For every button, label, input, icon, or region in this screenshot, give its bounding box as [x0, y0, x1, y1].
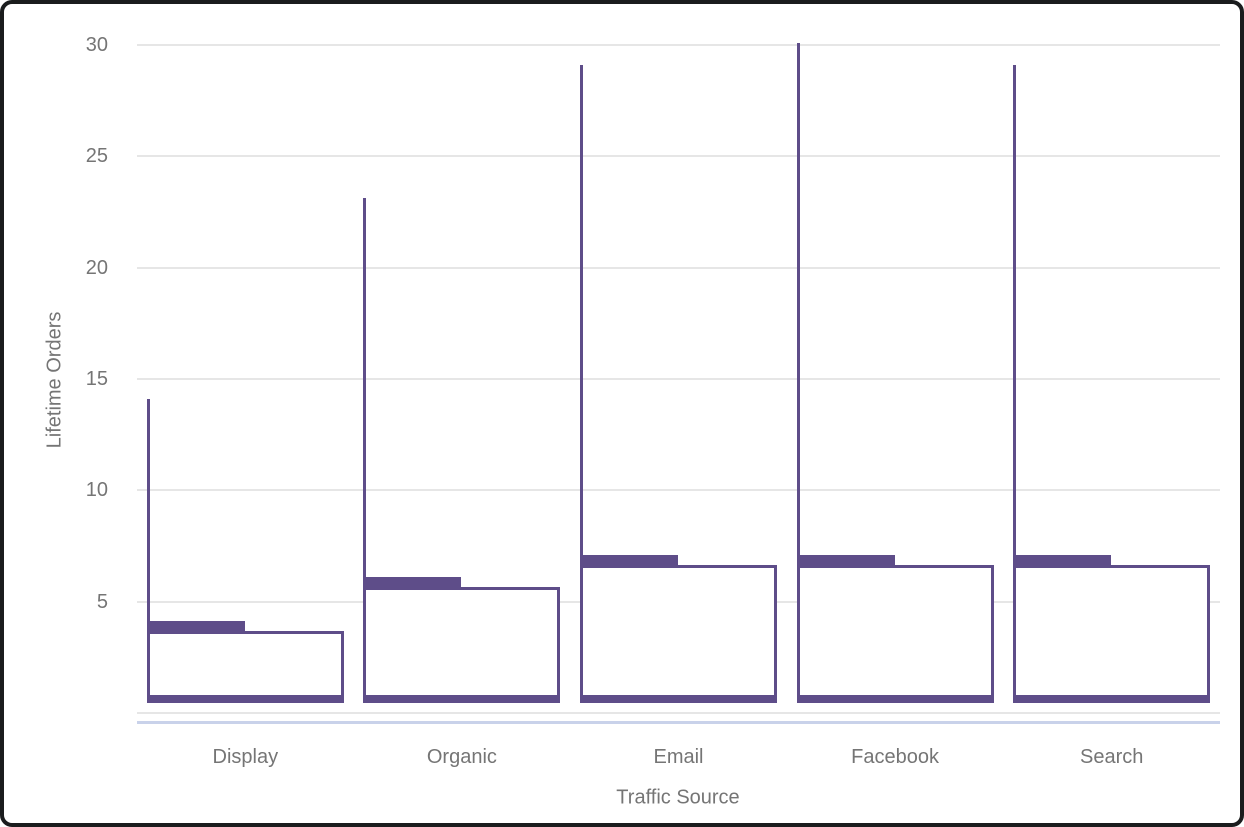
x-category-label: Display [212, 746, 279, 768]
median-line [363, 698, 561, 704]
iqr-box [796, 564, 994, 699]
y-tick-label: 15 [85, 368, 108, 390]
x-category-label: Search [1080, 746, 1144, 768]
whisker-cap-min [580, 559, 678, 565]
median-line [1013, 698, 1211, 704]
whisker-upper-stem [796, 42, 800, 511]
box-group-search[interactable] [1013, 64, 1211, 704]
box-group-organic[interactable] [363, 198, 561, 704]
whisker-cap-max [363, 576, 462, 582]
whisker-cap-min [363, 581, 462, 587]
iqr-box [146, 631, 344, 699]
whisker-cap-min [1013, 559, 1112, 565]
y-tick-label: 10 [85, 479, 108, 502]
gridline [137, 155, 1220, 158]
y-tick-label: 30 [85, 34, 108, 56]
whisker-cap-max [1013, 554, 1112, 560]
x-category-label: Facebook [851, 746, 940, 768]
whisker-lower-stem [796, 510, 800, 555]
whisker-cap-min [146, 626, 245, 632]
whisker-cap-min [796, 559, 895, 565]
box-group-email[interactable] [580, 64, 777, 704]
whisker-cap-max [796, 554, 895, 560]
axis-underline [137, 721, 1220, 724]
whisker-upper-stem [146, 398, 150, 600]
whisker-upper-stem [580, 64, 583, 488]
median-line [146, 698, 344, 704]
x-axis-title: Traffic Source [616, 786, 740, 809]
iqr-box [1013, 564, 1211, 699]
whisker-lower-stem [1013, 510, 1017, 555]
whisker-upper-stem [363, 198, 367, 555]
gridline [137, 44, 1220, 46]
whisker-lower-stem [363, 554, 367, 577]
iqr-box [580, 564, 777, 699]
gridline [137, 489, 1220, 492]
x-axis-baseline [137, 712, 1220, 714]
iqr-box [363, 586, 561, 699]
whisker-lower-stem [580, 487, 583, 555]
whisker-cap-max [580, 554, 678, 560]
x-category-label: Email [653, 746, 704, 768]
median-line [580, 698, 777, 704]
whisker-cap-max [146, 621, 245, 627]
box-group-display[interactable] [146, 398, 344, 704]
y-tick-label: 5 [96, 590, 108, 613]
gridline [137, 266, 1220, 269]
median-line [796, 698, 994, 704]
whisker-lower-stem [146, 599, 150, 622]
y-tick-label: 25 [85, 145, 108, 168]
whisker-upper-stem [1013, 64, 1017, 511]
gridline [137, 378, 1220, 380]
x-category-label: Organic [426, 746, 497, 768]
y-tick-label: 20 [85, 256, 108, 279]
box-group-facebook[interactable] [796, 42, 994, 704]
